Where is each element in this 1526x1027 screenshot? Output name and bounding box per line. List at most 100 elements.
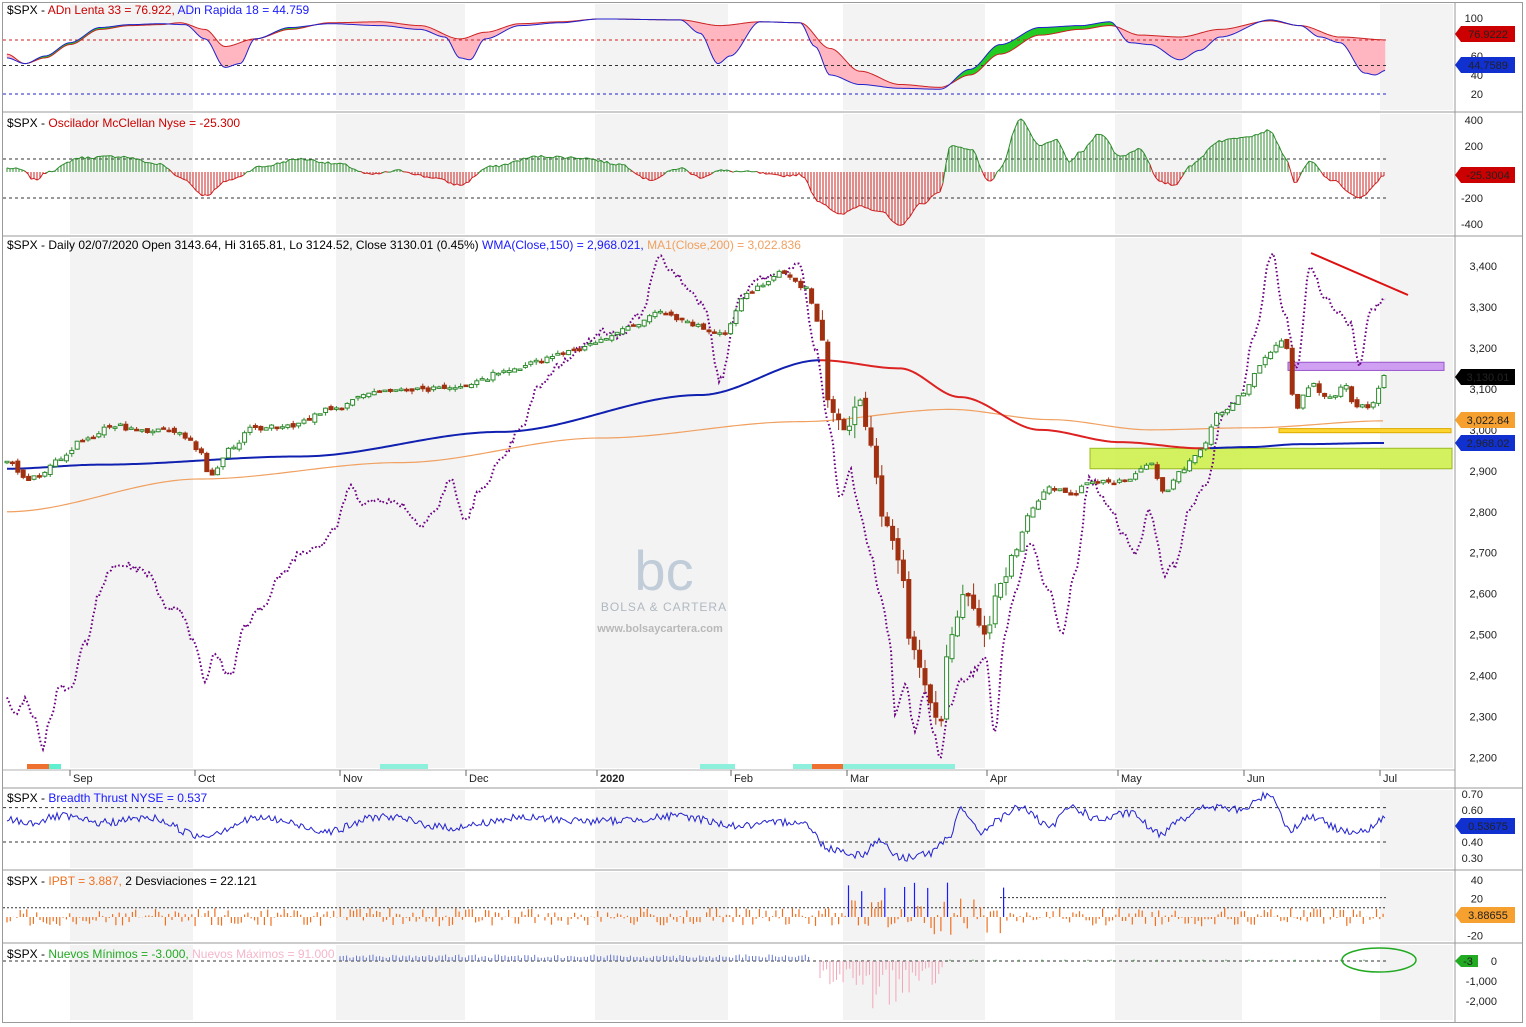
mcc-line: [696, 175, 701, 179]
candle-down: [863, 397, 869, 427]
candle-down: [1316, 383, 1322, 393]
mcclellan-panel[interactable]: $SPX - Oscilador McClellan Nyse = -25.30…: [3, 116, 1522, 237]
candle-up: [452, 387, 458, 390]
mcc-line: [312, 159, 317, 162]
adn-fill: [484, 31, 488, 40]
candle-down: [290, 423, 296, 428]
mcc-line: [759, 172, 764, 174]
mcc-line: [495, 164, 500, 168]
adn-panel[interactable]: $SPX - ADn Lenta 33 = 76.922, ADn Rapida…: [3, 3, 1522, 113]
candle-up: [998, 582, 1004, 598]
adn-fill: [1128, 31, 1132, 43]
signal-marker: [812, 764, 843, 769]
mcc-line: [1308, 160, 1313, 163]
mcc-line: [1353, 195, 1358, 199]
breadth-tick-label: 0.30: [1462, 853, 1483, 865]
candle-up: [1192, 455, 1198, 464]
mcc-line: [1101, 134, 1106, 138]
candle-down: [917, 649, 923, 668]
candle-down: [938, 718, 944, 722]
candle-down: [425, 387, 431, 392]
mcc-line: [702, 175, 707, 179]
mcc-line: [279, 161, 284, 164]
adn-fill: [900, 84, 904, 89]
candle-down: [171, 427, 177, 433]
mcc-line: [582, 157, 587, 160]
mcc-line: [1179, 175, 1184, 180]
mcc-line: [675, 168, 680, 171]
mcc-line: [684, 168, 689, 172]
mcc-line: [372, 172, 377, 175]
candle-up: [220, 457, 226, 468]
candle-up: [139, 429, 145, 432]
candle-up: [393, 389, 399, 392]
ipbt-panel[interactable]: $SPX - IPBT = 3.887, 2 Desviaciones = 22…: [3, 874, 1522, 944]
mcc-line: [471, 175, 476, 179]
mcc-line: [570, 156, 575, 159]
mcc-line: [120, 155, 125, 158]
mcc-line: [825, 204, 830, 209]
adn-fill: [1222, 28, 1226, 38]
support-zone-yellow: [1278, 428, 1452, 434]
mcc-line: [204, 194, 209, 197]
candle-down: [879, 475, 885, 517]
candle-up: [620, 328, 626, 335]
month-label: Dec: [469, 773, 489, 785]
adn-fill: [848, 63, 852, 83]
newlows-panel[interactable]: $SPX - Nuevos Mínimos = -3.000, Nuevos M…: [3, 947, 1417, 1009]
adn-fill: [1158, 35, 1162, 50]
mcc-line: [273, 162, 278, 166]
candle-up: [755, 285, 761, 292]
mcc-line: [1284, 157, 1289, 163]
candle-up: [485, 379, 491, 382]
mcc-line: [588, 157, 593, 161]
candle-up: [733, 310, 739, 324]
candle-up: [1014, 549, 1020, 557]
candle-down: [420, 385, 426, 390]
mcc-line: [831, 210, 836, 213]
adn-fill: [470, 35, 474, 61]
mcc-line: [234, 176, 239, 179]
mcc-line: [486, 165, 491, 168]
candle-down: [976, 608, 982, 626]
candle-up: [652, 311, 658, 318]
mcc-line: [840, 213, 845, 215]
adn-fill: [1126, 30, 1130, 43]
breadth-panel[interactable]: $SPX - Breadth Thrust NYSE = 0.537: [3, 791, 1522, 871]
mcc-line: [945, 147, 950, 164]
candle-up: [695, 323, 701, 327]
adn-fill: [718, 25, 722, 64]
candle-down: [971, 594, 977, 609]
adn-fill: [1194, 33, 1198, 53]
candle-down: [258, 425, 264, 431]
mcc-line: [162, 164, 167, 168]
adn-fill: [488, 31, 492, 39]
adn-fill: [1216, 29, 1220, 39]
adn-fill: [864, 71, 868, 86]
adn-fill: [1182, 36, 1186, 60]
candle-up: [1116, 479, 1122, 483]
candle-down: [166, 429, 172, 433]
mcc-line: [867, 207, 872, 211]
adn-fill: [222, 45, 226, 68]
mcc-line: [612, 163, 617, 166]
candle-down: [144, 428, 150, 433]
candle-down: [749, 291, 755, 294]
mcc-line: [783, 174, 788, 178]
candle-down: [328, 406, 334, 411]
mcc-line: [231, 178, 236, 181]
candle-up: [1138, 468, 1144, 473]
mcc-line: [1224, 138, 1229, 141]
mcc-line: [1020, 118, 1025, 122]
price-panel[interactable]: bc BOLSA & CARTERA www.bolsaycartera.com…: [3, 238, 1522, 789]
adn-fill: [374, 21, 378, 26]
adn-fill: [1380, 39, 1384, 73]
candle-up: [117, 423, 123, 427]
adn-fill: [846, 61, 850, 82]
mcc-line: [558, 155, 563, 158]
mcc-line: [1338, 182, 1343, 188]
mcc-line: [69, 158, 74, 163]
mcc-line: [297, 157, 302, 161]
adn-fill: [872, 74, 876, 86]
